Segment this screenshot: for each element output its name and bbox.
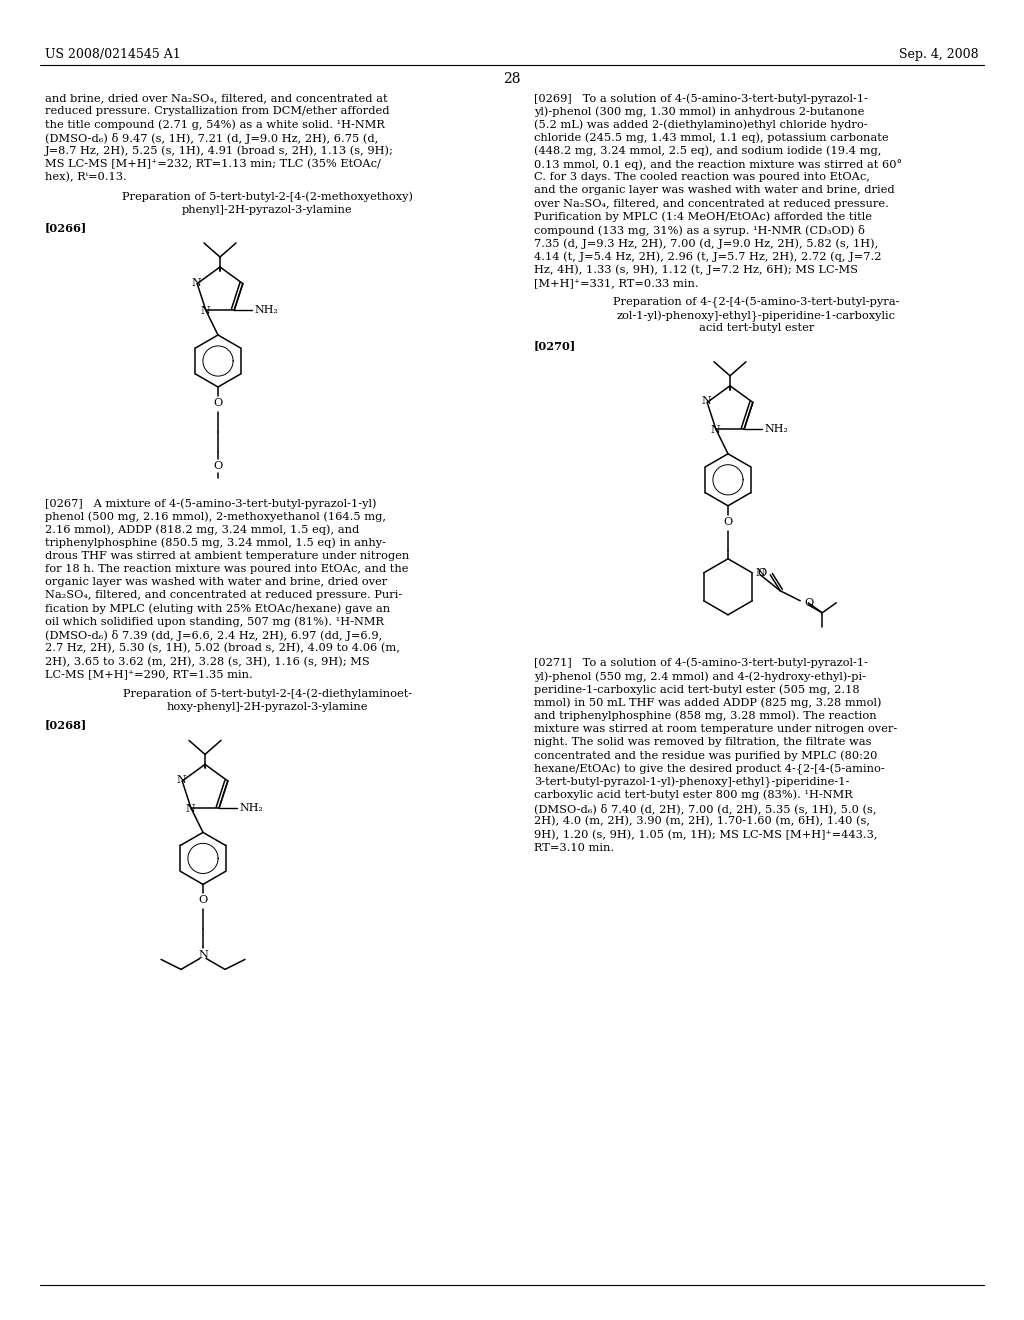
- Text: O: O: [723, 517, 732, 527]
- Text: 2H), 4.0 (m, 2H), 3.90 (m, 2H), 1.70-1.60 (m, 6H), 1.40 (s,: 2H), 4.0 (m, 2H), 3.90 (m, 2H), 1.70-1.6…: [534, 816, 870, 826]
- Text: Na₂SO₄, filtered, and concentrated at reduced pressure. Puri-: Na₂SO₄, filtered, and concentrated at re…: [45, 590, 402, 601]
- Text: [0266]: [0266]: [45, 222, 87, 232]
- Text: reduced pressure. Crystallization from DCM/ether afforded: reduced pressure. Crystallization from D…: [45, 106, 389, 116]
- Text: 28: 28: [503, 73, 521, 86]
- Text: Preparation of 5-tert-butyl-2-[4-(2-diethylaminoet-: Preparation of 5-tert-butyl-2-[4-(2-diet…: [123, 689, 412, 700]
- Text: 7.35 (d, J=9.3 Hz, 2H), 7.00 (d, J=9.0 Hz, 2H), 5.82 (s, 1H),: 7.35 (d, J=9.3 Hz, 2H), 7.00 (d, J=9.0 H…: [534, 238, 879, 248]
- Text: N: N: [198, 950, 208, 961]
- Text: NH₂: NH₂: [254, 305, 278, 315]
- Text: and brine, dried over Na₂SO₄, filtered, and concentrated at: and brine, dried over Na₂SO₄, filtered, …: [45, 92, 388, 103]
- Text: O: O: [213, 461, 222, 471]
- Text: Purification by MPLC (1:4 MeOH/EtOAc) afforded the title: Purification by MPLC (1:4 MeOH/EtOAc) af…: [534, 211, 872, 222]
- Text: yl)-phenol (300 mg, 1.30 mmol) in anhydrous 2-butanone: yl)-phenol (300 mg, 1.30 mmol) in anhydr…: [534, 106, 864, 116]
- Text: and triphenylphosphine (858 mg, 3.28 mmol). The reaction: and triphenylphosphine (858 mg, 3.28 mmo…: [534, 710, 877, 721]
- Text: O: O: [213, 399, 222, 408]
- Text: O: O: [804, 598, 813, 607]
- Text: hex), Rⁱ=0.13.: hex), Rⁱ=0.13.: [45, 172, 127, 182]
- Text: hoxy-phenyl]-2H-pyrazol-3-ylamine: hoxy-phenyl]-2H-pyrazol-3-ylamine: [167, 702, 369, 711]
- Text: concentrated and the residue was purified by MPLC (80:20: concentrated and the residue was purifie…: [534, 750, 878, 760]
- Text: [0270]: [0270]: [534, 341, 577, 351]
- Text: mmol) in 50 mL THF was added ADDP (825 mg, 3.28 mmol): mmol) in 50 mL THF was added ADDP (825 m…: [534, 697, 882, 708]
- Text: 9H), 1.20 (s, 9H), 1.05 (m, 1H); MS LC-MS [M+H]⁺=443.3,: 9H), 1.20 (s, 9H), 1.05 (m, 1H); MS LC-M…: [534, 829, 878, 840]
- Text: Preparation of 5-tert-butyl-2-[4-(2-methoxyethoxy): Preparation of 5-tert-butyl-2-[4-(2-meth…: [122, 191, 413, 202]
- Text: fication by MPLC (eluting with 25% EtOAc/hexane) gave an: fication by MPLC (eluting with 25% EtOAc…: [45, 603, 390, 614]
- Text: N: N: [701, 396, 711, 407]
- Text: [0271]   To a solution of 4-(5-amino-3-tert-butyl-pyrazol-1-: [0271] To a solution of 4-(5-amino-3-ter…: [534, 657, 868, 668]
- Text: 0.13 mmol, 0.1 eq), and the reaction mixture was stirred at 60°: 0.13 mmol, 0.1 eq), and the reaction mix…: [534, 158, 902, 170]
- Text: acid tert-butyl ester: acid tert-butyl ester: [698, 323, 814, 334]
- Text: chloride (245.5 mg, 1.43 mmol, 1.1 eq), potassium carbonate: chloride (245.5 mg, 1.43 mmol, 1.1 eq), …: [534, 132, 889, 143]
- Text: N: N: [710, 425, 720, 436]
- Text: [M+H]⁺=331, RT=0.33 min.: [M+H]⁺=331, RT=0.33 min.: [534, 277, 698, 288]
- Text: (DMSO-d₆) δ 7.39 (dd, J=6.6, 2.4 Hz, 2H), 6.97 (dd, J=6.9,: (DMSO-d₆) δ 7.39 (dd, J=6.6, 2.4 Hz, 2H)…: [45, 630, 382, 642]
- Text: phenol (500 mg, 2.16 mmol), 2-methoxyethanol (164.5 mg,: phenol (500 mg, 2.16 mmol), 2-methoxyeth…: [45, 511, 386, 521]
- Text: yl)-phenol (550 mg, 2.4 mmol) and 4-(2-hydroxy-ethyl)-pi-: yl)-phenol (550 mg, 2.4 mmol) and 4-(2-h…: [534, 671, 866, 681]
- Text: (DMSO-d₆) δ 7.40 (d, 2H), 7.00 (d, 2H), 5.35 (s, 1H), 5.0 (s,: (DMSO-d₆) δ 7.40 (d, 2H), 7.00 (d, 2H), …: [534, 803, 877, 814]
- Text: C. for 3 days. The cooled reaction was poured into EtOAc,: C. for 3 days. The cooled reaction was p…: [534, 172, 869, 182]
- Text: J=8.7 Hz, 2H), 5.25 (s, 1H), 4.91 (broad s, 2H), 1.13 (s, 9H);: J=8.7 Hz, 2H), 5.25 (s, 1H), 4.91 (broad…: [45, 145, 394, 156]
- Text: and the organic layer was washed with water and brine, dried: and the organic layer was washed with wa…: [534, 185, 895, 195]
- Text: N: N: [200, 306, 210, 317]
- Text: (DMSO-d₆) δ 9.47 (s, 1H), 7.21 (d, J=9.0 Hz, 2H), 6.75 (d,: (DMSO-d₆) δ 9.47 (s, 1H), 7.21 (d, J=9.0…: [45, 132, 378, 144]
- Text: NH₂: NH₂: [764, 424, 788, 434]
- Text: 3-tert-butyl-pyrazol-1-yl)-phenoxy]-ethyl}-piperidine-1-: 3-tert-butyl-pyrazol-1-yl)-phenoxy]-ethy…: [534, 776, 849, 788]
- Text: Preparation of 4-{2-[4-(5-amino-3-tert-butyl-pyra-: Preparation of 4-{2-[4-(5-amino-3-tert-b…: [613, 297, 900, 309]
- Text: organic layer was washed with water and brine, dried over: organic layer was washed with water and …: [45, 577, 387, 587]
- Text: phenyl]-2H-pyrazol-3-ylamine: phenyl]-2H-pyrazol-3-ylamine: [182, 205, 353, 215]
- Text: Sep. 4, 2008: Sep. 4, 2008: [899, 48, 979, 61]
- Text: zol-1-yl)-phenoxy]-ethyl}-piperidine-1-carboxylic: zol-1-yl)-phenoxy]-ethyl}-piperidine-1-c…: [617, 310, 896, 322]
- Text: 2.16 mmol), ADDP (818.2 mg, 3.24 mmol, 1.5 eq), and: 2.16 mmol), ADDP (818.2 mg, 3.24 mmol, 1…: [45, 524, 359, 535]
- Text: N: N: [185, 804, 195, 814]
- Text: for 18 h. The reaction mixture was poured into EtOAc, and the: for 18 h. The reaction mixture was poure…: [45, 564, 409, 574]
- Text: hexane/EtOAc) to give the desired product 4-{2-[4-(5-amino-: hexane/EtOAc) to give the desired produc…: [534, 763, 885, 775]
- Text: US 2008/0214545 A1: US 2008/0214545 A1: [45, 48, 181, 61]
- Text: 2.7 Hz, 2H), 5.30 (s, 1H), 5.02 (broad s, 2H), 4.09 to 4.06 (m,: 2.7 Hz, 2H), 5.30 (s, 1H), 5.02 (broad s…: [45, 643, 400, 653]
- Text: oil which solidified upon standing, 507 mg (81%). ¹H-NMR: oil which solidified upon standing, 507 …: [45, 616, 384, 627]
- Text: over Na₂SO₄, filtered, and concentrated at reduced pressure.: over Na₂SO₄, filtered, and concentrated …: [534, 198, 889, 209]
- Text: drous THF was stirred at ambient temperature under nitrogen: drous THF was stirred at ambient tempera…: [45, 550, 410, 561]
- Text: MS LC-MS [M+H]⁺=232, RT=1.13 min; TLC (35% EtOAc/: MS LC-MS [M+H]⁺=232, RT=1.13 min; TLC (3…: [45, 158, 381, 169]
- Text: 2H), 3.65 to 3.62 (m, 2H), 3.28 (s, 3H), 1.16 (s, 9H); MS: 2H), 3.65 to 3.62 (m, 2H), 3.28 (s, 3H),…: [45, 656, 370, 667]
- Text: the title compound (2.71 g, 54%) as a white solid. ¹H-NMR: the title compound (2.71 g, 54%) as a wh…: [45, 119, 385, 129]
- Text: (448.2 mg, 3.24 mmol, 2.5 eq), and sodium iodide (19.4 mg,: (448.2 mg, 3.24 mmol, 2.5 eq), and sodiu…: [534, 145, 882, 156]
- Text: NH₂: NH₂: [240, 803, 263, 813]
- Text: LC-MS [M+H]⁺=290, RT=1.35 min.: LC-MS [M+H]⁺=290, RT=1.35 min.: [45, 669, 253, 680]
- Text: compound (133 mg, 31%) as a syrup. ¹H-NMR (CD₃OD) δ: compound (133 mg, 31%) as a syrup. ¹H-NM…: [534, 224, 865, 236]
- Text: peridine-1-carboxylic acid tert-butyl ester (505 mg, 2.18: peridine-1-carboxylic acid tert-butyl es…: [534, 684, 859, 694]
- Text: [0269]   To a solution of 4-(5-amino-3-tert-butyl-pyrazol-1-: [0269] To a solution of 4-(5-amino-3-ter…: [534, 92, 868, 103]
- Text: Hz, 4H), 1.33 (s, 9H), 1.12 (t, J=7.2 Hz, 6H); MS LC-MS: Hz, 4H), 1.33 (s, 9H), 1.12 (t, J=7.2 Hz…: [534, 264, 858, 275]
- Text: O: O: [758, 568, 767, 578]
- Text: O: O: [199, 895, 208, 906]
- Text: [0267]   A mixture of 4-(5-amino-3-tert-butyl-pyrazol-1-yl): [0267] A mixture of 4-(5-amino-3-tert-bu…: [45, 498, 377, 508]
- Text: N: N: [191, 277, 201, 288]
- Text: carboxylic acid tert-butyl ester 800 mg (83%). ¹H-NMR: carboxylic acid tert-butyl ester 800 mg …: [534, 789, 853, 800]
- Text: N: N: [756, 568, 765, 578]
- Text: (5.2 mL) was added 2-(diethylamino)ethyl chloride hydro-: (5.2 mL) was added 2-(diethylamino)ethyl…: [534, 119, 867, 129]
- Text: triphenylphosphine (850.5 mg, 3.24 mmol, 1.5 eq) in anhy-: triphenylphosphine (850.5 mg, 3.24 mmol,…: [45, 537, 386, 548]
- Text: RT=3.10 min.: RT=3.10 min.: [534, 842, 614, 853]
- Text: 4.14 (t, J=5.4 Hz, 2H), 2.96 (t, J=5.7 Hz, 2H), 2.72 (q, J=7.2: 4.14 (t, J=5.4 Hz, 2H), 2.96 (t, J=5.7 H…: [534, 251, 882, 261]
- Text: N: N: [176, 775, 186, 785]
- Text: [0268]: [0268]: [45, 719, 87, 730]
- Text: night. The solid was removed by filtration, the filtrate was: night. The solid was removed by filtrati…: [534, 737, 871, 747]
- Text: mixture was stirred at room temperature under nitrogen over-: mixture was stirred at room temperature …: [534, 723, 897, 734]
